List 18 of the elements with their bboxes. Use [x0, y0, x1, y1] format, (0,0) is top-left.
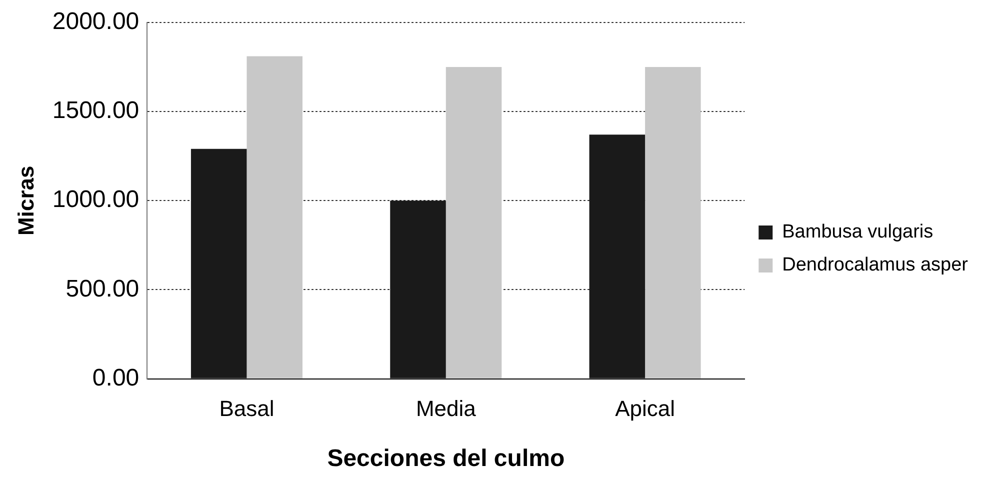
x-tick-label: Media	[416, 396, 477, 422]
legend-label: Dendrocalamus asper	[782, 254, 969, 276]
y-tick-label: 500.00	[66, 275, 140, 302]
x-tick-label: Apical	[615, 396, 676, 422]
y-tick-label: 1500.00	[52, 97, 140, 124]
bar	[190, 148, 247, 378]
y-tick-label: 1000.00	[52, 186, 140, 214]
y-tick-label: 0.00	[92, 364, 140, 392]
legend-label: Bambusa vulgaris	[782, 222, 934, 243]
bar	[390, 200, 446, 378]
bar	[446, 66, 502, 378]
y-axis-title: Micras	[13, 166, 38, 236]
y-tick-label: 2000.00	[52, 8, 140, 36]
bar	[589, 134, 646, 378]
bar	[246, 56, 302, 378]
bar	[645, 66, 701, 378]
x-axis-title: Secciones del culmo	[327, 445, 565, 472]
x-tick-label: Basal	[219, 396, 274, 422]
